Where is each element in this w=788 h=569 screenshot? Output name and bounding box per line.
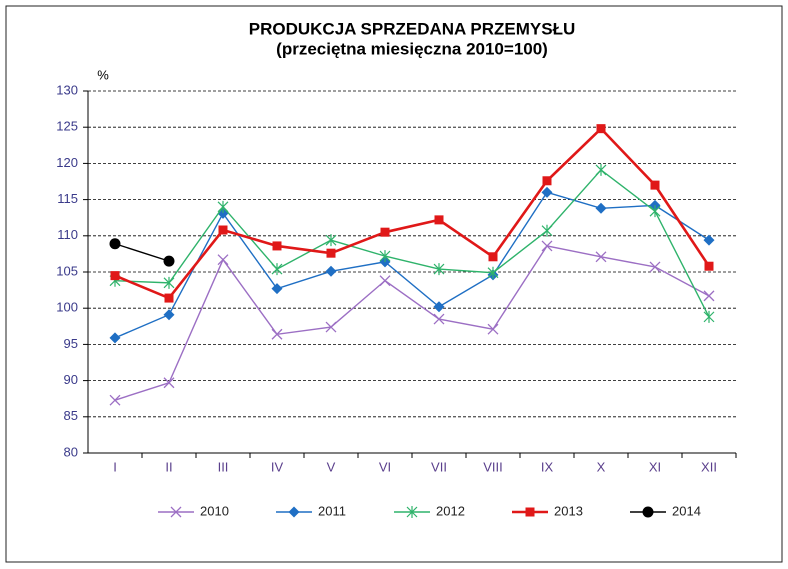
series-line [114, 168, 710, 318]
y-tick-label: 95 [64, 336, 78, 351]
legend-label: 2011 [318, 503, 346, 518]
y-tick-label: 105 [56, 263, 78, 278]
x-tick-label: II [165, 459, 172, 474]
y-tick-label: 85 [64, 408, 78, 423]
marker [595, 202, 607, 214]
marker [109, 394, 121, 406]
marker [379, 275, 391, 287]
marker [109, 332, 121, 344]
marker [271, 328, 283, 340]
marker [433, 263, 445, 276]
marker [703, 310, 715, 323]
marker [542, 176, 552, 186]
legend-label: 2013 [554, 503, 583, 518]
marker [163, 377, 175, 389]
y-tick-label: 110 [57, 227, 78, 242]
marker [650, 180, 660, 190]
x-tick-label: V [327, 459, 336, 474]
marker [525, 507, 535, 517]
y-tick-label: 115 [57, 191, 78, 206]
marker [433, 313, 445, 325]
marker [649, 261, 661, 273]
marker [541, 224, 553, 237]
marker [434, 215, 444, 225]
x-tick-label: VI [379, 459, 391, 474]
y-tick-label: 130 [56, 82, 78, 97]
marker [595, 251, 607, 263]
marker [703, 234, 715, 246]
series-line [114, 191, 710, 339]
marker [541, 186, 553, 198]
x-tick-label: III [218, 459, 229, 474]
marker [541, 240, 553, 252]
x-tick-label: I [113, 459, 117, 474]
marker [406, 506, 418, 518]
marker [170, 506, 182, 518]
marker [164, 293, 174, 303]
y-axis-label: % [97, 67, 109, 82]
marker [595, 163, 607, 176]
marker [163, 255, 175, 267]
y-tick-label: 90 [64, 372, 78, 387]
marker [487, 323, 499, 335]
marker [288, 506, 300, 518]
marker [325, 321, 337, 333]
x-tick-label: X [597, 459, 606, 474]
marker [703, 290, 715, 302]
marker [272, 241, 282, 251]
x-tick-label: XI [649, 459, 661, 474]
marker [109, 238, 121, 250]
marker [271, 283, 283, 295]
y-tick-label: 80 [64, 444, 78, 459]
marker [271, 263, 283, 276]
marker [110, 271, 120, 281]
chart-subtitle: (przeciętna miesięczna 2010=100) [276, 39, 548, 58]
y-tick-label: 125 [56, 119, 78, 134]
marker [704, 261, 714, 271]
marker [218, 225, 228, 235]
marker [488, 252, 498, 262]
legend-label: 2010 [200, 503, 229, 518]
marker [326, 248, 336, 258]
marker [433, 301, 445, 313]
x-tick-label: IX [541, 459, 554, 474]
marker [163, 309, 175, 321]
frame [5, 5, 783, 563]
series-line [114, 245, 710, 401]
marker [217, 200, 229, 213]
x-tick-label: IV [271, 459, 284, 474]
y-tick-label: 120 [56, 155, 78, 170]
x-tick-label: VII [431, 459, 447, 474]
series-line [114, 126, 711, 300]
marker [325, 265, 337, 277]
chart-title: PRODUKCJA SPRZEDANA PRZEMYSŁU [249, 19, 576, 38]
marker [217, 254, 229, 266]
legend-label: 2014 [672, 503, 701, 518]
marker [380, 227, 390, 237]
marker [487, 266, 499, 279]
x-tick-label: VIII [483, 459, 503, 474]
marker [379, 250, 391, 263]
x-tick-label: XII [701, 459, 717, 474]
series-line [114, 243, 170, 262]
marker [325, 234, 337, 247]
legend-label: 2012 [436, 503, 465, 518]
marker [642, 506, 654, 518]
y-tick-label: 100 [56, 300, 78, 315]
marker [596, 124, 606, 134]
marker [163, 276, 175, 289]
marker [649, 205, 661, 218]
